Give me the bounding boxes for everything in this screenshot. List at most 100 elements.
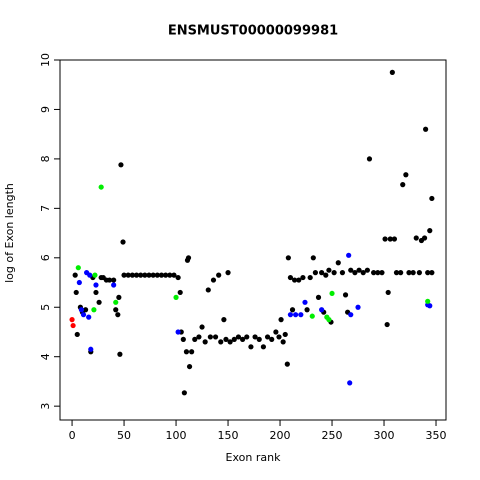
point: [88, 346, 94, 352]
point: [87, 272, 93, 278]
point: [391, 236, 398, 242]
point: [227, 339, 233, 345]
x-axis-label: Exon rank: [226, 451, 282, 464]
point: [335, 260, 341, 266]
point: [175, 329, 181, 335]
point: [129, 272, 135, 278]
plot-frame: [59, 59, 447, 421]
point: [347, 380, 353, 386]
point: [429, 270, 435, 276]
point: [96, 299, 102, 305]
chart-title: ENSMUST00000099981: [168, 24, 338, 39]
point: [323, 272, 329, 278]
point: [235, 334, 242, 340]
x-tick-label: 100: [166, 429, 187, 442]
point: [285, 255, 291, 261]
point: [221, 317, 227, 323]
point: [113, 299, 119, 305]
point: [300, 274, 306, 281]
x-tick-label: 300: [374, 429, 395, 442]
point: [289, 307, 296, 313]
point: [121, 272, 127, 278]
point: [389, 69, 395, 75]
point: [304, 307, 310, 313]
point: [423, 126, 429, 132]
point: [425, 270, 431, 276]
point: [142, 272, 148, 278]
point: [70, 322, 76, 329]
point: [355, 304, 361, 310]
point: [400, 182, 406, 188]
point: [72, 272, 78, 278]
point: [183, 349, 190, 355]
point: [352, 270, 358, 276]
point: [425, 298, 431, 304]
point: [78, 307, 85, 313]
point: [73, 289, 79, 296]
point: [205, 287, 211, 293]
point: [92, 272, 98, 278]
point: [393, 270, 400, 276]
point: [75, 265, 81, 271]
point: [98, 184, 104, 190]
point: [207, 334, 213, 340]
point: [413, 235, 419, 241]
point: [269, 336, 275, 342]
point: [302, 299, 308, 305]
point: [113, 307, 119, 313]
point: [80, 312, 87, 318]
point: [248, 344, 254, 350]
y-tick-label: 6: [39, 254, 52, 261]
point: [106, 277, 113, 283]
point: [273, 329, 279, 335]
point: [276, 334, 282, 340]
point: [384, 321, 390, 328]
point: [348, 267, 354, 273]
x-tick-label: 200: [270, 429, 291, 442]
x-tick-label: 0: [69, 429, 76, 442]
point: [339, 270, 346, 276]
y-tick-label: 5: [39, 304, 52, 311]
point: [382, 236, 388, 242]
point: [154, 272, 160, 278]
point: [406, 270, 412, 276]
point: [364, 267, 370, 273]
point: [326, 267, 332, 273]
point: [225, 270, 231, 276]
point: [163, 272, 169, 278]
point: [260, 344, 266, 350]
point: [202, 339, 208, 345]
point: [296, 277, 302, 283]
point: [371, 270, 377, 276]
x-tick-label: 150: [218, 429, 239, 442]
point: [427, 303, 433, 309]
y-tick-label: 7: [39, 205, 52, 212]
y-tick-label: 3: [39, 403, 52, 410]
point: [93, 289, 99, 296]
point: [196, 334, 202, 340]
point: [158, 272, 165, 278]
point: [69, 317, 75, 323]
point: [360, 270, 366, 276]
point: [180, 336, 186, 342]
point: [186, 363, 193, 370]
point: [284, 361, 290, 367]
x-tick-label: 250: [322, 429, 343, 442]
point: [76, 279, 82, 286]
point: [429, 195, 435, 202]
point: [307, 274, 313, 281]
point: [356, 267, 362, 273]
point: [312, 270, 318, 276]
point: [319, 307, 325, 313]
point: [117, 351, 123, 357]
point: [93, 282, 99, 288]
point: [133, 272, 140, 278]
point: [309, 313, 315, 319]
point: [171, 272, 177, 278]
point: [185, 255, 192, 261]
point: [189, 349, 195, 355]
point: [403, 172, 409, 178]
point: [379, 270, 385, 276]
